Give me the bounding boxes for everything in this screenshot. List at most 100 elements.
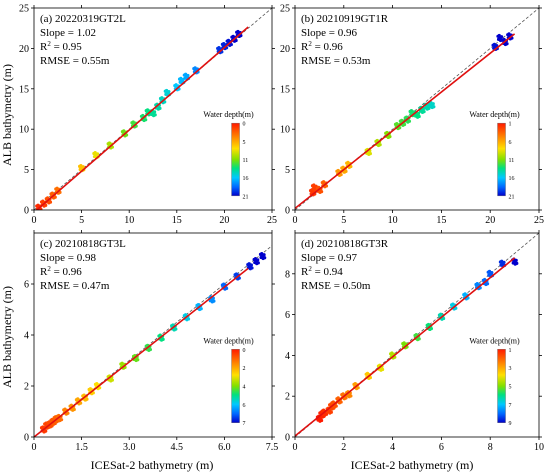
colorbar-tick-label: 11 [243,158,249,164]
colorbar-tick-label: 4 [243,385,246,391]
data-point-cluster [193,66,197,70]
data-point-cluster [379,368,383,372]
data-point-cluster [498,38,503,43]
data-point-cluster [36,203,40,207]
data-point-cluster [41,425,45,429]
data-point-cluster [134,358,138,363]
x-tick-label: 10 [388,215,398,226]
data-point-cluster [156,107,160,111]
y-tick-label: 0 [285,206,290,217]
colorbar [497,122,506,197]
x-tick-label: 4 [390,442,395,453]
colorbar-tick-label: 7 [243,421,246,427]
data-point-cluster [255,262,259,266]
data-point-cluster [109,379,113,383]
data-point-cluster [425,107,429,111]
colorbar-tick-label: 16 [509,176,515,182]
x-tick-label: 0 [293,442,298,453]
x-tick-label: 25 [267,215,277,226]
colorbar-tick-label: 0 [243,348,246,354]
data-point-cluster [341,392,345,396]
data-point-cluster [463,292,467,296]
colorbar-tick-label: 0 [243,122,246,128]
panel-label: (c) 20210818GT3L [40,238,126,250]
panel-label: (d) 20210818GT3R [301,238,389,250]
data-point-cluster [226,38,231,42]
data-point-cluster [390,351,394,355]
data-point-cluster [79,163,83,168]
fit-line [295,257,516,437]
data-point-cluster [330,407,334,411]
data-point-cluster [414,333,418,337]
data-point-cluster [122,129,126,133]
x-tick-label: 0 [32,215,37,226]
y-tick-label: 4 [24,331,29,342]
data-point-cluster [63,407,67,411]
data-point-cluster [41,199,45,203]
data-point-cluster [147,348,151,352]
data-point-cluster [159,338,164,342]
y-tick-label: 2 [285,392,290,403]
data-point-cluster [406,120,410,124]
data-point-cluster [483,277,487,282]
colorbar-title: Water depth(m) [203,110,254,119]
x-tick-label: 7.5 [266,442,279,453]
colorbar-tick-label: 2 [243,366,246,372]
data-point-cluster [475,282,479,286]
colorbar-title: Water depth(m) [203,336,254,345]
scatter-panel-3: 0 2 4 6 8 10 0 2 4 6 8 (d) 20210818GT3R Slope = 0.97… [285,230,544,453]
y-tick-label: 5 [24,165,29,176]
colorbar-tick-label: 16 [243,176,249,182]
data-point-cluster [395,121,399,126]
slope-annotation: Slope = 0.98 [40,252,97,264]
data-point-cluster [342,170,346,174]
data-point-cluster [342,397,346,401]
data-point-cluster [321,408,326,412]
r2-annotation: R2 = 0.95 [40,40,82,53]
data-point-cluster [321,180,326,184]
colorbar-tick-label: 6 [509,140,512,146]
data-point-cluster [184,72,188,76]
plot-frame [294,232,540,438]
data-point-cluster [507,32,511,36]
data-point-cluster [337,401,342,405]
x-tick-label: 15 [172,215,182,226]
data-point-cluster [492,42,496,46]
data-point-cluster [198,307,202,312]
colorbar-tick-label: 21 [243,194,249,200]
data-point-cluster [420,110,425,115]
rmse-annotation: RMSE = 0.55m [40,55,110,67]
plot-frame [294,7,540,211]
y-tick-label: 0 [24,433,29,444]
colorbar-title: Water depth(m) [469,110,520,119]
y-tick-label: 2 [24,382,29,393]
data-point-cluster [439,312,443,316]
plot-area [295,233,539,437]
data-point-cluster [47,201,51,205]
data-point-cluster [222,282,226,286]
x-axis-label-left: ICESat-2 bathymetry (m) [91,458,214,472]
x-tick-label: 0 [32,442,37,453]
data-point-cluster [179,76,183,80]
data-point-cluster [253,257,258,261]
x-axis-label-right: ICESat-2 bathymetry (m) [351,458,474,472]
data-point-cluster [400,118,404,122]
data-point-cluster [52,196,56,200]
x-tick-label: 20 [219,215,229,226]
rmse-annotation: RMSE = 0.53m [301,55,371,67]
data-point-cluster [487,269,492,273]
data-point-cluster [64,412,68,416]
r2-annotation: R2 = 0.94 [301,265,343,278]
y-tick-label: 0 [24,206,29,217]
data-point-cluster [107,141,112,145]
y-tick-label: 15 [280,84,290,95]
y-tick-label: 10 [280,125,290,136]
plot-area [34,8,272,210]
data-point-cluster [323,413,327,417]
data-point-cluster [223,287,227,291]
data-point-cluster [50,191,54,195]
x-tick-label: 0 [293,215,298,226]
y-tick-label: 25 [280,4,290,15]
data-point-cluster [120,361,124,365]
y-tick-label: 15 [19,84,29,95]
